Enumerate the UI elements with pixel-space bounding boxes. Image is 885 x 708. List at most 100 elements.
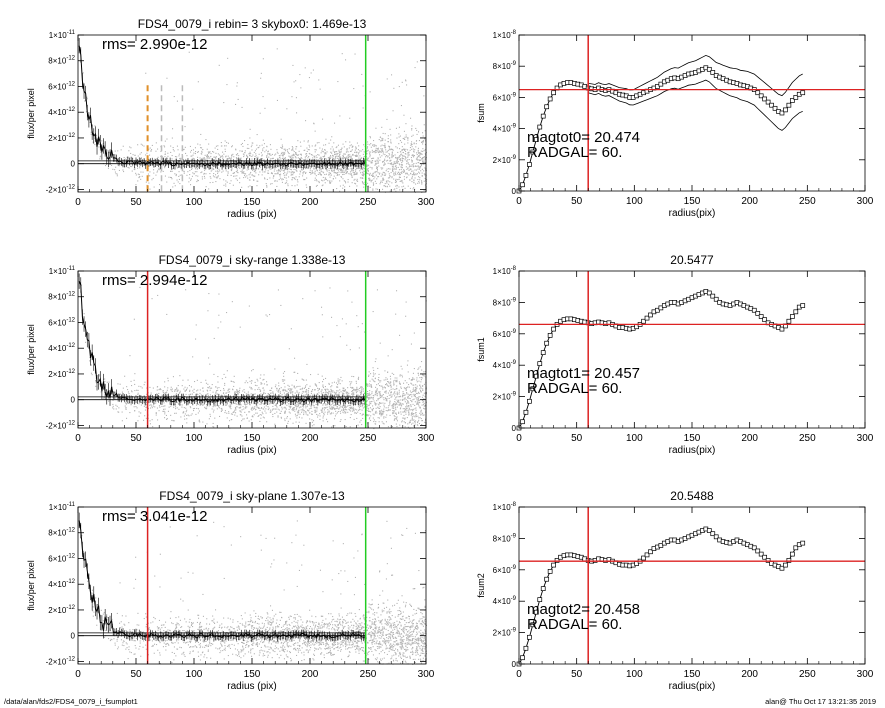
- scatter-point: [388, 183, 390, 185]
- scatter-point: [334, 153, 336, 155]
- scatter-point: [395, 190, 397, 192]
- scatter-point: [352, 169, 354, 171]
- scatter-point: [303, 171, 305, 173]
- scatter-point: [403, 114, 405, 116]
- scatter-point: [218, 293, 220, 295]
- scatter-point: [396, 160, 398, 162]
- scatter-point: [196, 390, 198, 392]
- scatter-point: [179, 183, 181, 185]
- scatter-point: [176, 407, 178, 409]
- scatter-point: [329, 181, 331, 183]
- scatter-point: [313, 155, 315, 157]
- scatter-point: [194, 171, 196, 173]
- scatter-point: [238, 404, 240, 406]
- scatter-point: [125, 402, 127, 404]
- scatter-point: [401, 179, 403, 181]
- scatter-point: [251, 409, 253, 411]
- scatter-point: [325, 144, 327, 146]
- scatter-point: [152, 387, 154, 389]
- scatter-point: [226, 168, 228, 170]
- scatter-point: [286, 417, 288, 419]
- scatter-point: [274, 173, 276, 175]
- scatter-point: [403, 411, 405, 413]
- scatter-point: [349, 141, 351, 143]
- scatter-point: [265, 183, 267, 185]
- scatter-point: [179, 375, 181, 377]
- scatter-point: [263, 406, 265, 408]
- scatter-point: [349, 173, 351, 175]
- scatter-point: [319, 172, 321, 174]
- scatter-point: [115, 404, 117, 406]
- scatter-point: [284, 418, 286, 420]
- scatter-point: [339, 151, 341, 153]
- scatter-point: [178, 408, 180, 410]
- scatter-point: [392, 413, 394, 415]
- scatter-point: [387, 392, 389, 394]
- scatter-point: [361, 177, 363, 179]
- scatter-point: [393, 407, 395, 409]
- scatter-point: [309, 394, 311, 396]
- scatter-point: [236, 82, 238, 84]
- scatter-point: [390, 386, 392, 388]
- scatter-point: [128, 167, 130, 169]
- scatter-point: [230, 180, 232, 182]
- y-tick-label: -2×10-12: [46, 184, 76, 194]
- scatter-point: [248, 411, 250, 413]
- fsum-point: [523, 173, 529, 178]
- scatter-point: [409, 420, 411, 422]
- scatter-point: [381, 168, 383, 170]
- scatter-point: [304, 179, 306, 181]
- scatter-point: [400, 407, 402, 409]
- scatter-point: [381, 394, 383, 396]
- scatter-point: [223, 389, 225, 391]
- y-tick-mantissa: 1×10: [493, 31, 512, 40]
- scatter-point: [243, 154, 245, 156]
- scatter-point: [288, 167, 290, 169]
- scatter-point: [193, 159, 195, 161]
- scatter-point: [377, 150, 379, 152]
- scatter-point: [314, 170, 316, 172]
- y-tick-mantissa: 0: [71, 160, 76, 169]
- scatter-point: [230, 413, 232, 415]
- scatter-point: [270, 411, 272, 413]
- scatter-point: [208, 357, 210, 359]
- scatter-point: [418, 156, 420, 158]
- scatter-point: [241, 169, 243, 171]
- scatter-point: [306, 147, 308, 149]
- scatter-point: [416, 159, 418, 161]
- scatter-point: [339, 190, 341, 192]
- scatter-point: [376, 167, 378, 169]
- scatter-point: [209, 413, 211, 415]
- scatter-point: [304, 167, 306, 169]
- scatter-point: [342, 172, 344, 174]
- scatter-point: [338, 151, 340, 153]
- scatter-point: [408, 163, 410, 165]
- scatter-point: [381, 139, 383, 141]
- scatter-point: [410, 157, 412, 159]
- scatter-point: [291, 391, 293, 393]
- scatter-point: [318, 388, 320, 390]
- scatter-point: [255, 148, 257, 150]
- scatter-point: [377, 398, 379, 400]
- scatter-point: [372, 145, 374, 147]
- scatter-point: [390, 159, 392, 161]
- scatter-point: [404, 380, 406, 382]
- scatter-point: [239, 326, 241, 328]
- scatter-point: [354, 182, 356, 184]
- scatter-point: [389, 402, 391, 404]
- scatter-point: [321, 185, 323, 187]
- scatter-point: [105, 389, 107, 391]
- scatter-point: [233, 161, 235, 163]
- scatter-point: [386, 155, 388, 157]
- scatter-point: [346, 148, 348, 150]
- scatter-point: [241, 420, 243, 422]
- scatter-point: [337, 155, 339, 157]
- scatter-point: [250, 419, 252, 421]
- scatter-point: [184, 159, 186, 161]
- scatter-point: [174, 389, 176, 391]
- scatter-point: [244, 152, 246, 154]
- scatter-point: [336, 412, 338, 414]
- scatter-point: [227, 57, 229, 59]
- scatter-point: [288, 155, 290, 157]
- scatter-point: [342, 174, 344, 176]
